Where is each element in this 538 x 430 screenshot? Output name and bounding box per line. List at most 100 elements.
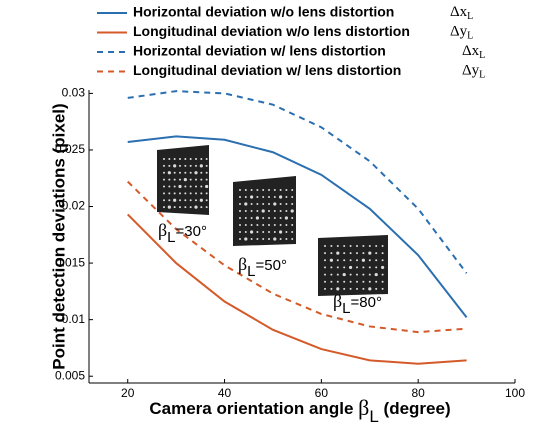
inset-dot (337, 259, 339, 261)
inset-dot (245, 217, 247, 219)
inset-dot (273, 237, 276, 240)
inset-dot (343, 281, 345, 283)
inset-dot (200, 179, 202, 181)
inset-dot (336, 252, 339, 255)
inset-dot (256, 224, 258, 226)
inset-dot (239, 203, 241, 205)
annotation-sub: L (342, 300, 350, 317)
inset-dot (200, 186, 202, 188)
y-axis-label: Point detection deviations (pixel) (49, 103, 68, 369)
inset-dot (268, 189, 270, 191)
y-tick-label: 0.03 (62, 86, 86, 100)
inset-dot (200, 172, 202, 174)
inset-dot (168, 186, 170, 188)
inset-dot (337, 274, 339, 276)
inset-dot (251, 217, 253, 219)
inset-dot (174, 158, 176, 160)
legend-symbol: ΔyL (450, 24, 473, 42)
inset-dot (291, 189, 293, 191)
inset-dot (194, 171, 197, 174)
inset-dot (369, 266, 371, 268)
inset-dot (168, 199, 170, 201)
inset-dot (381, 266, 384, 269)
inset-dot (324, 266, 326, 268)
inset-dot (285, 224, 287, 226)
inset-dot (375, 259, 377, 261)
annotation: βL=80° (333, 291, 382, 317)
inset-dot (179, 172, 181, 174)
inset-dot (168, 179, 170, 181)
inset-dot (337, 245, 339, 247)
inset-dot (382, 259, 384, 261)
inset-dot (356, 288, 358, 290)
legend-symbol-sub: L (479, 70, 485, 81)
inset-dot (190, 186, 192, 188)
inset-dot (330, 288, 332, 290)
inset-dot (356, 266, 358, 268)
inset-dot (362, 252, 364, 254)
inset-dot (280, 238, 282, 240)
inset-dot (350, 259, 352, 261)
inset-dot (362, 259, 365, 262)
inset-dot (206, 158, 208, 160)
inset-dot (343, 288, 345, 290)
inset-dot (184, 199, 186, 201)
inset-dot (190, 165, 192, 167)
inset-dot (337, 266, 339, 268)
inset-dot (268, 210, 270, 212)
inset-dot (274, 231, 276, 233)
inset-dot (179, 192, 181, 194)
inset-dot (206, 165, 208, 167)
x-tick-label: 60 (315, 386, 329, 400)
inset-dot (262, 196, 264, 198)
inset-dot (184, 158, 186, 160)
inset-dot (268, 238, 270, 240)
inset-dot (190, 199, 192, 201)
inset-dot (369, 259, 371, 261)
inset-dot (262, 189, 264, 191)
inset-dot (343, 273, 346, 276)
inset-dot (337, 281, 339, 283)
inset-dot (179, 158, 181, 160)
annotation: βL=50° (238, 254, 287, 280)
inset-dot (173, 164, 176, 167)
inset-dot (256, 196, 258, 198)
inset-dot (256, 203, 258, 205)
inset-dot (274, 224, 276, 226)
inset-dot (244, 237, 247, 240)
legend-symbol-base: Δy (462, 63, 480, 79)
inset-dot (268, 231, 270, 233)
inset-dot (324, 259, 326, 261)
inset-dot (179, 179, 181, 181)
inset-dot (350, 252, 352, 254)
inset-dot (375, 266, 377, 268)
inset-dot (375, 252, 377, 254)
inset-dot (280, 217, 282, 219)
inset-dot (174, 179, 176, 181)
inset-dot (375, 288, 377, 290)
inset-dot (285, 231, 287, 233)
inset-dot (350, 274, 352, 276)
annotation-symbol: β (158, 220, 167, 240)
legend-symbol-base: Δx (462, 43, 480, 59)
legend-symbol-base: Δx (450, 4, 468, 20)
inset-dot (279, 230, 282, 233)
legend-symbol: ΔyL (462, 63, 485, 81)
inset-dot (195, 192, 197, 194)
inset-dot (368, 252, 371, 255)
inset-dot (362, 281, 364, 283)
inset-dot (200, 206, 202, 208)
legend-symbol: ΔxL (462, 43, 485, 61)
inset-dot (262, 203, 264, 205)
inset-dot (268, 203, 270, 205)
legend-label: Longitudinal deviation w/ lens distortio… (133, 62, 401, 78)
inset-dot (206, 206, 208, 208)
inset-dot (200, 199, 203, 202)
inset-dot (245, 231, 247, 233)
inset-dot (184, 186, 186, 188)
inset-dot (205, 185, 208, 188)
annotation-text: =80° (351, 294, 382, 311)
inset-dot (330, 274, 332, 276)
inset-dot (280, 203, 282, 205)
chart: 0.0050.010.0150.020.0250.0320406080100Po… (0, 0, 538, 430)
